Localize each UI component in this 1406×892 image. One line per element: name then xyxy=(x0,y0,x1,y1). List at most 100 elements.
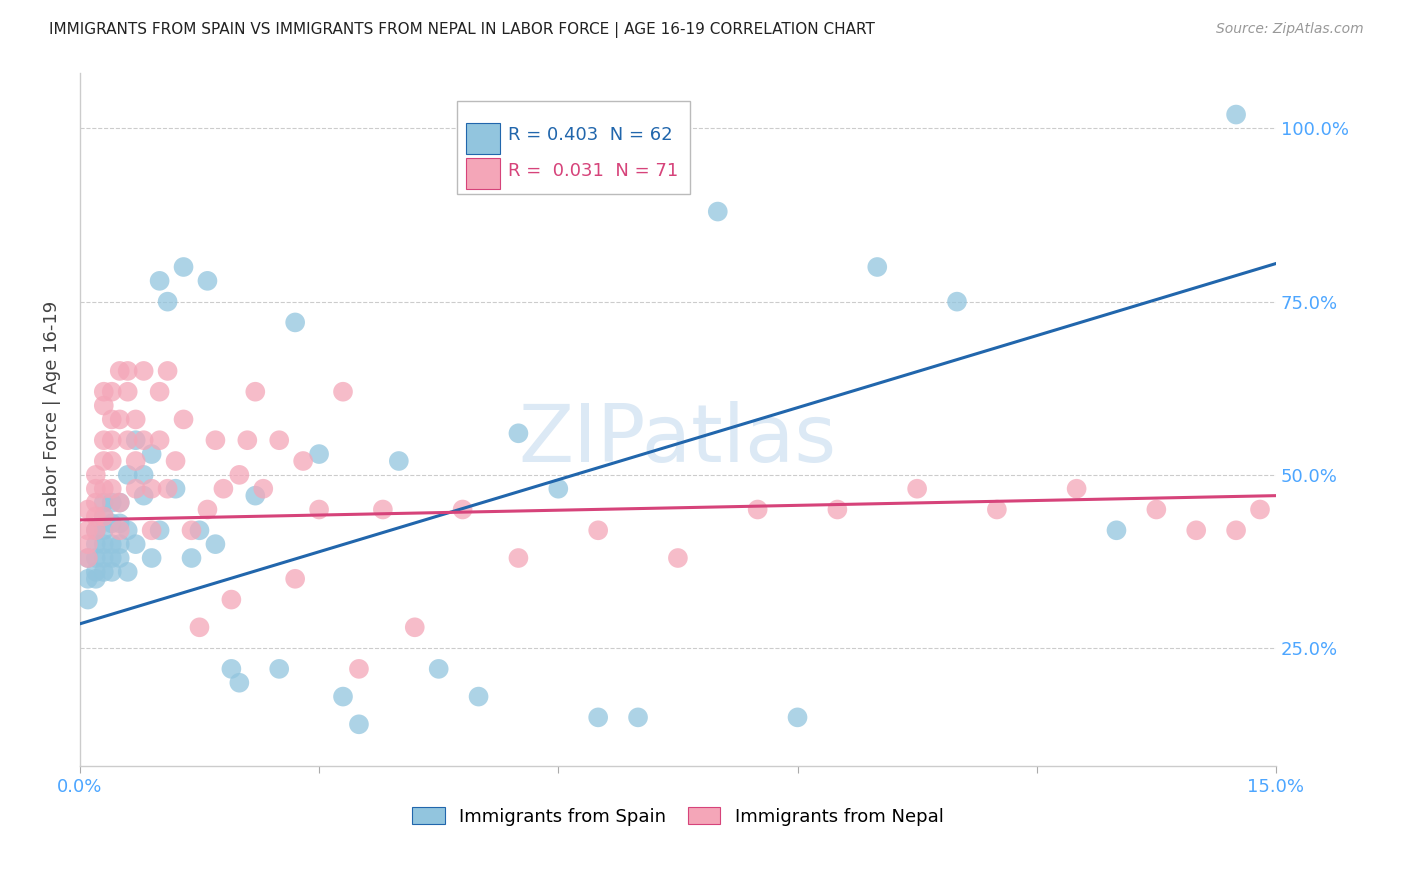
Point xyxy=(347,717,370,731)
Point xyxy=(946,294,969,309)
Point xyxy=(93,434,115,448)
Point xyxy=(125,412,148,426)
Point xyxy=(93,509,115,524)
Point xyxy=(84,523,107,537)
Point xyxy=(108,495,131,509)
Point xyxy=(197,274,219,288)
Point xyxy=(404,620,426,634)
Point xyxy=(117,467,139,482)
Point xyxy=(1144,502,1167,516)
Point xyxy=(108,516,131,531)
Point xyxy=(108,495,131,509)
Point xyxy=(666,551,689,566)
Point xyxy=(76,572,98,586)
Y-axis label: In Labor Force | Age 16-19: In Labor Force | Age 16-19 xyxy=(44,301,60,539)
Point xyxy=(149,384,172,399)
Point xyxy=(76,551,98,566)
Point xyxy=(427,662,450,676)
Point xyxy=(197,502,219,516)
Point xyxy=(125,454,148,468)
Point xyxy=(93,565,115,579)
Point xyxy=(308,502,330,516)
Point xyxy=(1225,523,1247,537)
Point xyxy=(188,523,211,537)
Point xyxy=(117,434,139,448)
Point xyxy=(84,482,107,496)
Point xyxy=(125,537,148,551)
Point xyxy=(188,620,211,634)
Point xyxy=(100,482,122,496)
Text: R =  0.031  N = 71: R = 0.031 N = 71 xyxy=(508,162,678,180)
Point xyxy=(236,434,259,448)
Point xyxy=(84,523,107,537)
Point xyxy=(786,710,808,724)
Point xyxy=(84,509,107,524)
Point xyxy=(100,412,122,426)
Point xyxy=(100,434,122,448)
Point xyxy=(586,710,609,724)
Point xyxy=(100,495,122,509)
Point xyxy=(141,523,163,537)
Point xyxy=(132,467,155,482)
Point xyxy=(100,565,122,579)
Point xyxy=(108,551,131,566)
Point xyxy=(93,482,115,496)
Point xyxy=(100,551,122,566)
Point xyxy=(84,565,107,579)
Point xyxy=(141,482,163,496)
Point xyxy=(212,482,235,496)
Point xyxy=(132,489,155,503)
Point xyxy=(141,551,163,566)
Point xyxy=(252,482,274,496)
Point xyxy=(108,412,131,426)
Point xyxy=(221,662,243,676)
Point xyxy=(371,502,394,516)
Point xyxy=(245,384,267,399)
Point xyxy=(93,454,115,468)
Point xyxy=(508,426,530,441)
Point xyxy=(76,523,98,537)
Point xyxy=(93,537,115,551)
Point xyxy=(269,434,291,448)
Point xyxy=(156,294,179,309)
Point xyxy=(1185,523,1208,537)
Point xyxy=(76,592,98,607)
Point xyxy=(84,467,107,482)
Point xyxy=(332,384,354,399)
Point xyxy=(84,495,107,509)
Point xyxy=(117,384,139,399)
Point xyxy=(76,502,98,516)
Point xyxy=(204,537,226,551)
Text: R = 0.403  N = 62: R = 0.403 N = 62 xyxy=(508,127,672,145)
Point xyxy=(269,662,291,676)
Point xyxy=(132,364,155,378)
Point xyxy=(149,434,172,448)
Point xyxy=(173,260,195,274)
Point xyxy=(93,495,115,509)
Point xyxy=(508,551,530,566)
Point xyxy=(221,592,243,607)
Point xyxy=(451,502,474,516)
Point xyxy=(100,516,122,531)
Point xyxy=(132,434,155,448)
Point xyxy=(866,260,889,274)
Point xyxy=(76,551,98,566)
Point xyxy=(117,364,139,378)
Point xyxy=(986,502,1008,516)
Point xyxy=(228,467,250,482)
Point xyxy=(93,399,115,413)
Point xyxy=(100,384,122,399)
Point xyxy=(204,434,226,448)
Point xyxy=(149,274,172,288)
Point xyxy=(586,523,609,537)
Point xyxy=(93,523,115,537)
Point xyxy=(125,482,148,496)
Point xyxy=(125,434,148,448)
Point xyxy=(93,509,115,524)
Point xyxy=(108,523,131,537)
Point xyxy=(117,565,139,579)
Point xyxy=(1105,523,1128,537)
FancyBboxPatch shape xyxy=(467,123,499,154)
Point xyxy=(228,675,250,690)
Point xyxy=(1225,107,1247,121)
